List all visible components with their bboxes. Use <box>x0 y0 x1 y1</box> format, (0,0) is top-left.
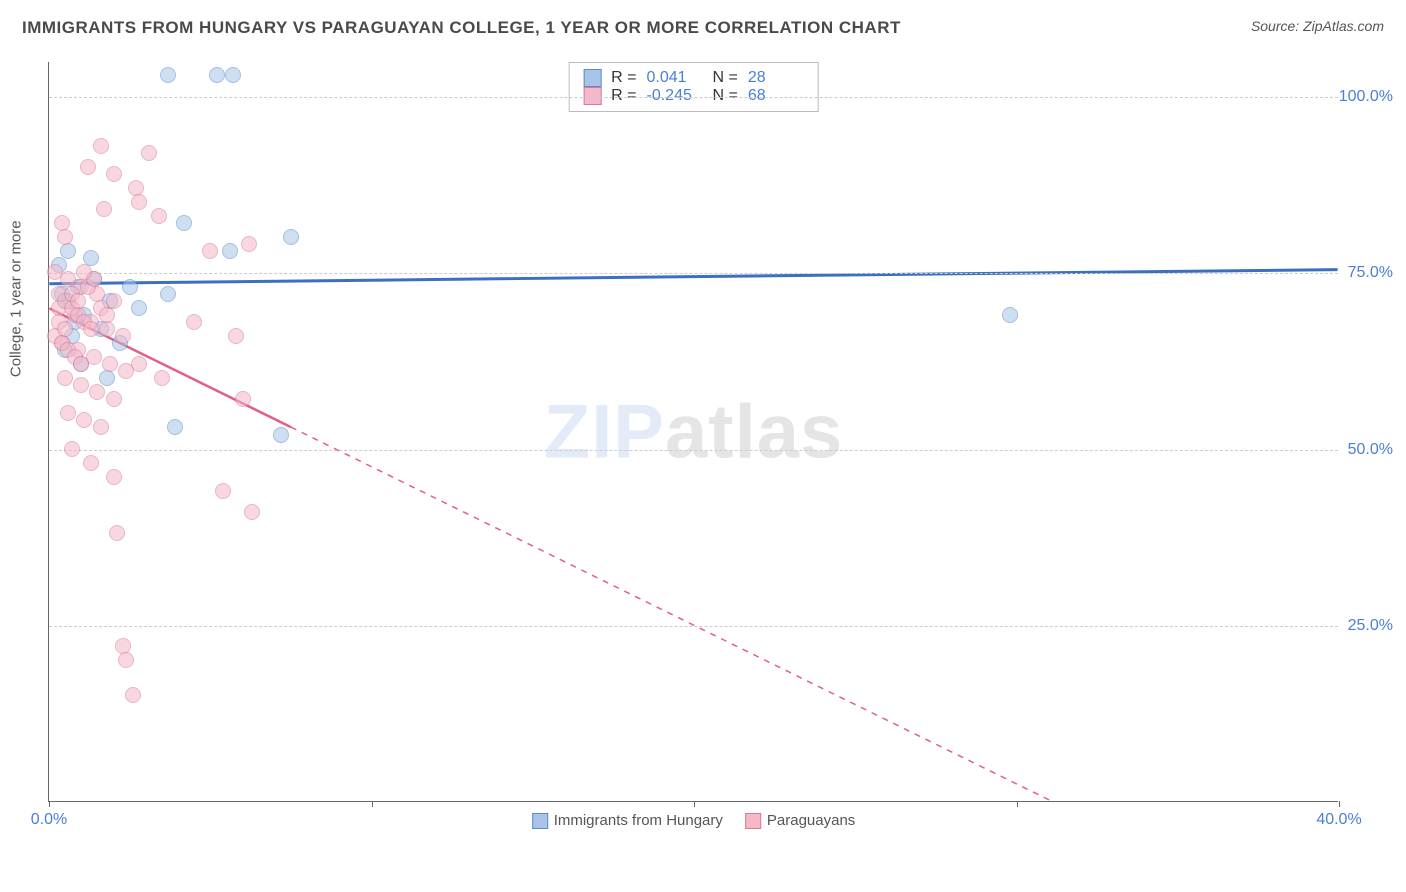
watermark-zip: ZIP <box>544 389 665 474</box>
data-point <box>141 145 157 161</box>
x-tick <box>1017 801 1018 807</box>
data-point <box>167 419 183 435</box>
legend-r-value: 0.041 <box>647 69 703 87</box>
data-point <box>1002 307 1018 323</box>
data-point <box>93 419 109 435</box>
data-point <box>160 67 176 83</box>
chart-source: Source: ZipAtlas.com <box>1251 18 1384 34</box>
data-point <box>106 166 122 182</box>
x-tick <box>372 801 373 807</box>
grid-line <box>49 97 1338 98</box>
data-point <box>235 391 251 407</box>
legend-item: Paraguayans <box>745 812 855 829</box>
x-tick-label: 0.0% <box>31 811 67 829</box>
data-point <box>60 405 76 421</box>
legend-row: R = 0.041 N = 28 <box>583 69 804 87</box>
data-point <box>115 328 131 344</box>
y-tick-label: 75.0% <box>1348 264 1393 282</box>
data-point <box>99 307 115 323</box>
watermark-atlas: atlas <box>665 389 843 474</box>
data-point <box>244 504 260 520</box>
data-point <box>106 391 122 407</box>
data-point <box>131 194 147 210</box>
data-point <box>241 236 257 252</box>
data-point <box>131 356 147 372</box>
data-point <box>131 300 147 316</box>
data-point <box>57 229 73 245</box>
data-point <box>125 687 141 703</box>
trend-line-dashed <box>291 427 1338 801</box>
legend-r-label: R = <box>611 87 636 105</box>
legend-r-value: -0.245 <box>647 87 703 105</box>
legend-item: Immigrants from Hungary <box>532 812 723 829</box>
data-point <box>118 652 134 668</box>
data-point <box>60 243 76 259</box>
data-point <box>83 321 99 337</box>
data-point <box>76 412 92 428</box>
data-point <box>99 370 115 386</box>
data-point <box>228 328 244 344</box>
legend-row: R = -0.245 N = 68 <box>583 87 804 105</box>
data-point <box>70 293 86 309</box>
legend-swatch <box>583 69 601 87</box>
legend-swatch <box>532 813 548 829</box>
legend-n-value: 28 <box>748 69 804 87</box>
series-legend: Immigrants from Hungary Paraguayans <box>532 812 856 829</box>
data-point <box>122 279 138 295</box>
y-axis-title: College, 1 year or more <box>8 220 25 377</box>
data-point <box>73 356 89 372</box>
watermark: ZIPatlas <box>544 388 843 475</box>
y-tick-label: 100.0% <box>1339 88 1393 106</box>
chart-title: IMMIGRANTS FROM HUNGARY VS PARAGUAYAN CO… <box>22 18 901 38</box>
data-point <box>215 483 231 499</box>
data-point <box>102 356 118 372</box>
data-point <box>154 370 170 386</box>
x-tick-label: 40.0% <box>1316 811 1361 829</box>
data-point <box>209 67 225 83</box>
x-tick <box>694 801 695 807</box>
data-point <box>109 525 125 541</box>
data-point <box>96 201 112 217</box>
data-point <box>93 138 109 154</box>
data-point <box>89 384 105 400</box>
x-tick <box>49 801 50 807</box>
legend-swatch <box>745 813 761 829</box>
correlation-legend: R = 0.041 N = 28 R = -0.245 N = 68 <box>568 62 819 112</box>
data-point <box>176 215 192 231</box>
data-point <box>283 229 299 245</box>
trend-lines-svg <box>49 62 1338 801</box>
data-point <box>186 314 202 330</box>
legend-swatch <box>583 87 601 105</box>
data-point <box>202 243 218 259</box>
plot-area: ZIPatlas R =0.041N =28R =-0.245N =68 Imm… <box>48 62 1338 802</box>
data-point <box>57 321 73 337</box>
y-tick-label: 25.0% <box>1348 617 1393 635</box>
data-point <box>106 469 122 485</box>
data-point <box>225 67 241 83</box>
data-point <box>273 427 289 443</box>
legend-n-value: 68 <box>748 87 804 105</box>
data-point <box>83 455 99 471</box>
data-point <box>160 286 176 302</box>
data-point <box>222 243 238 259</box>
legend-n-label: N = <box>713 87 738 105</box>
y-tick-label: 50.0% <box>1348 441 1393 459</box>
data-point <box>76 264 92 280</box>
legend-series-label: Paraguayans <box>767 812 855 829</box>
data-point <box>57 370 73 386</box>
grid-line <box>49 626 1338 627</box>
legend-n-label: N = <box>713 69 738 87</box>
trend-line-solid <box>49 270 1337 284</box>
data-point <box>80 159 96 175</box>
grid-line <box>49 450 1338 451</box>
data-point <box>99 321 115 337</box>
data-point <box>73 377 89 393</box>
x-tick <box>1339 801 1340 807</box>
grid-line <box>49 273 1338 274</box>
data-point <box>151 208 167 224</box>
legend-r-label: R = <box>611 69 636 87</box>
legend-series-label: Immigrants from Hungary <box>554 812 723 829</box>
chart-container: College, 1 year or more ZIPatlas R =0.04… <box>48 62 1384 832</box>
data-point <box>64 441 80 457</box>
